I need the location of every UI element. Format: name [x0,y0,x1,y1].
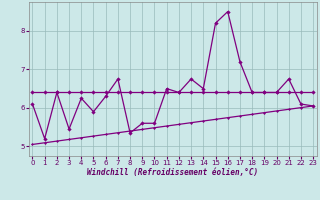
X-axis label: Windchill (Refroidissement éolien,°C): Windchill (Refroidissement éolien,°C) [87,168,258,177]
